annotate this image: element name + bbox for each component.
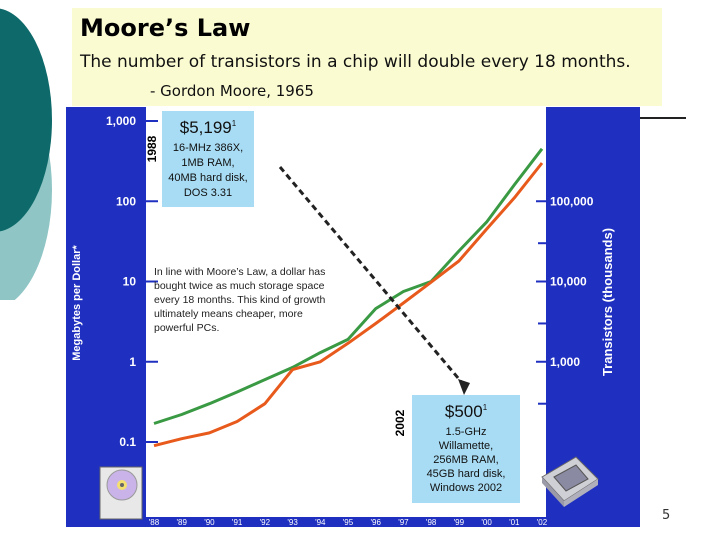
callout-1988-spec: DOS 3.31	[184, 187, 232, 199]
annotation-line: bought twice as much storage space	[154, 280, 325, 292]
x-tick-label: '96	[370, 518, 381, 527]
x-tick-label: '00	[481, 518, 492, 527]
callout-1988-spec: 16-MHz 386X,	[173, 142, 243, 154]
callout-1988-box	[162, 111, 254, 207]
arrow-head-icon	[458, 379, 470, 395]
x-tick-label: '90	[204, 518, 215, 527]
callout-1988-spec: 40MB hard disk,	[168, 172, 247, 184]
moores-law-chart: Megabytes per Dollar* Transistors (thous…	[66, 107, 640, 527]
slide-title: Moore’s Law	[80, 14, 251, 42]
annotation-line: ultimately means cheaper, more	[154, 308, 303, 320]
footnote-mark: 1	[232, 119, 237, 128]
x-tick-label: '97	[398, 518, 409, 527]
callout-2002-spec: 256MB RAM,	[433, 454, 498, 466]
cd-disc-icon	[99, 466, 143, 520]
dashed-trend-arrow	[278, 166, 466, 386]
y-left-tick-label: 1	[129, 355, 136, 369]
callout-2002-spec: Windows 2002	[430, 482, 502, 494]
x-tick-label: '92	[260, 518, 271, 527]
x-tick-label: '89	[176, 518, 187, 527]
annotation-line: every 18 months. This kind of growth	[154, 294, 326, 306]
x-tick-label: '91	[232, 518, 243, 527]
decorative-arcs	[0, 8, 52, 300]
page-number: 5	[662, 508, 671, 523]
callout-2002-price: $5001	[445, 402, 488, 421]
cpu-chip-icon	[541, 456, 599, 507]
y-left-tick-label: 0.1	[119, 435, 136, 449]
footnote-mark: 1	[483, 403, 488, 412]
callout-1988-price: $5,1991	[180, 118, 237, 137]
year-marker-label: 1988	[145, 135, 159, 162]
callout-2002-spec: Willamette,	[439, 440, 493, 452]
slide-subtitle: The number of transistors in a chip will…	[80, 52, 631, 72]
callout-1988-spec: 1MB RAM,	[181, 157, 234, 169]
y-left-tick-label: 1,000	[106, 114, 136, 128]
year-marker-label: 2002	[393, 409, 407, 436]
y-right-axis-label: Transistors (thousands)	[600, 228, 615, 376]
callout-2002-spec: 45GB hard disk,	[427, 468, 506, 480]
x-tick-label: '93	[287, 518, 298, 527]
horizontal-rule	[636, 117, 686, 119]
annotation-line: In line with Moore’s Law, a dollar has	[154, 266, 325, 278]
x-tick-label: '01	[509, 518, 520, 527]
x-tick-label: '88	[149, 518, 160, 527]
callout-2002-spec: 1.5-GHz	[446, 426, 487, 438]
series-line-1	[153, 162, 544, 448]
x-tick-label: '99	[454, 518, 465, 527]
y-right-tick-label: 100,000	[550, 194, 594, 208]
x-tick-label: '94	[315, 518, 326, 527]
title-box: Moore’s Law The number of transistors in…	[72, 8, 662, 106]
x-tick-label: '02	[537, 518, 548, 527]
x-tick-label: '95	[343, 518, 354, 527]
y-left-axis-label: Megabytes per Dollar*	[71, 245, 83, 361]
series-line-0	[153, 147, 544, 425]
quote-attribution: - Gordon Moore, 1965	[150, 82, 314, 100]
callout-2002-box	[412, 395, 520, 503]
y-left-tick-label: 10	[123, 275, 137, 289]
y-right-tick-label: 1,000	[550, 355, 580, 369]
x-tick-label: '98	[426, 518, 437, 527]
y-right-tick-label: 10,000	[550, 275, 587, 289]
y-left-tick-label: 100	[116, 194, 136, 208]
annotation-line: powerful PCs.	[154, 322, 219, 334]
